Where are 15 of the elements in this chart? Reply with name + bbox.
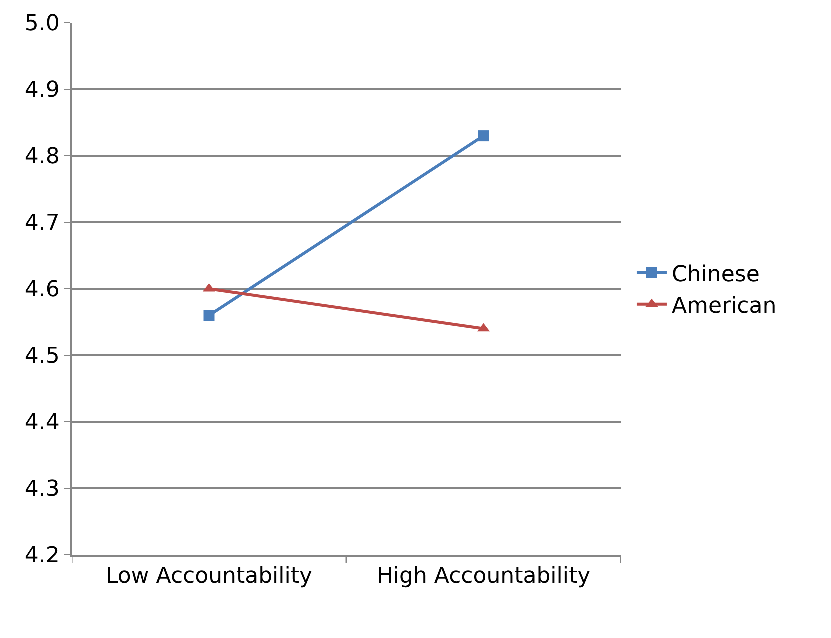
y-tick-label: 4.7 <box>24 211 60 236</box>
legend-label: Chinese <box>672 262 760 288</box>
point <box>478 130 490 142</box>
x-tick-label: Low Accountability <box>106 564 313 590</box>
point <box>204 310 215 322</box>
y-tick-label: 4.2 <box>24 544 60 569</box>
y-tick-label: 4.6 <box>24 278 60 303</box>
y-tick-label: 4.9 <box>24 78 60 104</box>
legend-label: American <box>672 294 777 319</box>
y-tick-label: 4.4 <box>24 410 60 436</box>
y-tick-label: 4.8 <box>24 144 60 170</box>
y-tick-label: 4.5 <box>24 344 60 370</box>
y-tick-label: 5.0 <box>24 12 60 37</box>
x-tick-label: High Accountability <box>376 564 591 590</box>
y-tick-label: 4.3 <box>24 477 60 502</box>
